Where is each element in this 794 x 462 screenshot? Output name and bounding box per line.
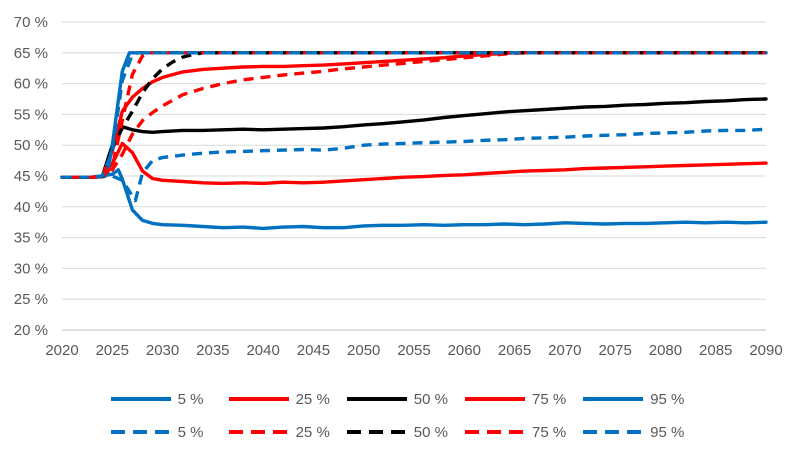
series-line-dashed-25 xyxy=(62,51,766,179)
legend-row-solid: 5 % 25 % 50 % 75 % 95 % xyxy=(0,388,794,410)
legend-label: 50 % xyxy=(413,390,448,408)
y-tick-label: 70 % xyxy=(14,14,48,31)
series-line-dashed-5 xyxy=(62,127,767,203)
legend-line-swatch-dashed xyxy=(346,430,407,434)
legend-line-swatch-dashed xyxy=(465,430,525,434)
y-tick-label: 45 % xyxy=(14,168,48,185)
series-line-dashed-50 xyxy=(62,51,766,179)
x-tick-label: 2085 xyxy=(699,342,732,359)
legend-label: 75 % xyxy=(532,423,567,441)
legend-item-solid-25%: 25 % xyxy=(228,391,330,408)
legend-label: 75 % xyxy=(532,390,567,408)
y-tick-label: 50 % xyxy=(14,137,48,154)
legend-label: 95 % xyxy=(650,390,685,408)
legend-label: 5 % xyxy=(177,390,204,408)
legend-line-swatch-solid xyxy=(110,397,171,401)
y-tick-label: 25 % xyxy=(14,291,48,308)
legend-item-dashed-50%: 50 % xyxy=(346,424,448,441)
x-tick-label: 2070 xyxy=(548,342,581,359)
x-tick-label: 2045 xyxy=(297,342,330,359)
plot-area: 70 % 65 % 60 % 55 % 50 % 45 % 40 % 35 % 30 % 25 %… xyxy=(14,14,783,359)
series-line-dashed-95 xyxy=(62,51,766,179)
legend-item-solid-75%: 75 % xyxy=(464,391,566,408)
legend-label: 5 % xyxy=(177,423,204,441)
series-line-solid-50 xyxy=(60,97,768,179)
legend-line-swatch-dashed xyxy=(228,430,289,434)
x-tick-label: 2075 xyxy=(598,342,631,359)
series-line-solid-25 xyxy=(60,141,768,186)
legend-line-swatch-dashed xyxy=(110,430,171,434)
series-line-dashed-75 xyxy=(62,51,766,179)
legend-label: 25 % xyxy=(295,390,330,408)
legend-line-swatch-solid xyxy=(583,397,644,401)
x-tick-label: 2055 xyxy=(397,342,430,359)
y-tick-label: 60 % xyxy=(14,76,48,93)
x-tick-label: 2020 xyxy=(45,342,78,359)
x-tick-label: 2090 xyxy=(749,342,782,359)
legend-label: 25 % xyxy=(295,423,330,441)
legend-line-swatch-solid xyxy=(465,397,525,401)
y-tick-label: 40 % xyxy=(14,199,48,216)
y-tick-label: 35 % xyxy=(14,230,48,247)
x-tick-label: 2065 xyxy=(498,342,531,359)
x-tick-label: 2080 xyxy=(649,342,682,359)
legend-item-dashed-25%: 25 % xyxy=(228,424,330,441)
x-tick-label: 2025 xyxy=(96,342,129,359)
legend-item-dashed-95%: 95 % xyxy=(582,424,684,441)
legend-item-dashed-5%: 5 % xyxy=(110,424,212,441)
y-tick-label: 30 % xyxy=(14,260,48,277)
x-tick-label: 2040 xyxy=(246,342,279,359)
x-tick-label: 2050 xyxy=(347,342,380,359)
legend-item-solid-95%: 95 % xyxy=(582,391,684,408)
chart-legend: 5 % 25 % 50 % 75 % 95 % 5 % 25 % 50 % 75 % 95 % xyxy=(0,388,794,454)
legend-line-swatch-dashed xyxy=(583,430,644,434)
x-tick-label: 2035 xyxy=(196,342,229,359)
legend-item-solid-5%: 5 % xyxy=(110,391,212,408)
legend-row-dashed: 5 % 25 % 50 % 75 % 95 % xyxy=(0,421,794,443)
legend-item-dashed-75%: 75 % xyxy=(464,424,566,441)
y-tick-label: 65 % xyxy=(14,45,48,62)
legend-line-swatch-solid xyxy=(228,397,289,401)
x-tick-label: 2060 xyxy=(448,342,481,359)
y-tick-label: 20 % xyxy=(14,322,48,339)
legend-label: 50 % xyxy=(413,423,448,441)
legend-item-solid-50%: 50 % xyxy=(346,391,448,408)
x-tick-label: 2030 xyxy=(146,342,179,359)
series-line-solid-5 xyxy=(60,168,768,231)
legend-line-swatch-solid xyxy=(346,397,407,401)
legend-label: 95 % xyxy=(650,423,685,441)
y-tick-label: 55 % xyxy=(14,106,48,123)
